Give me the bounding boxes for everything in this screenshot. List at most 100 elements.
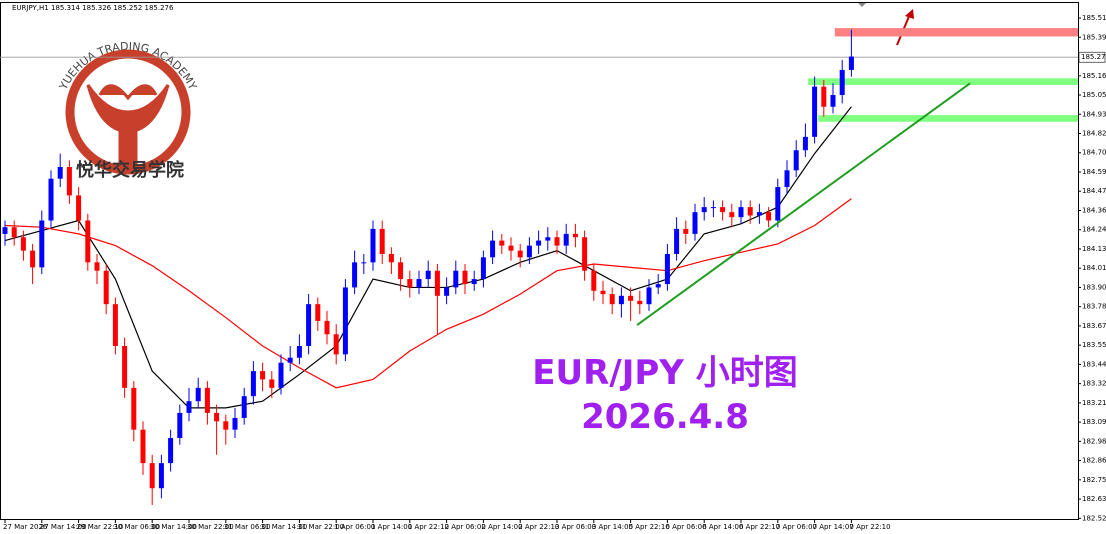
candle-body [812,86,818,137]
candle [232,407,238,439]
candle-body [315,304,321,321]
candle-body [471,279,477,285]
candle [269,371,275,398]
y-tick-label: 183.440 [1082,360,1106,368]
candle [76,187,82,231]
candle [508,237,514,261]
candle-body [2,227,8,234]
candle-body [250,371,256,397]
candle-body [269,379,275,388]
candle [20,230,26,261]
candle-body [821,86,827,107]
y-tick-label: 184.590 [1082,168,1106,176]
candle [342,279,348,362]
zone [834,28,1078,37]
candle [747,200,753,224]
candle [637,290,643,315]
candle-body [628,295,634,301]
x-tick-label: 27 Mar 2026 [3,523,48,531]
candle [738,200,744,224]
candle-body [66,166,72,196]
candle-body [784,170,790,188]
candle [775,178,781,228]
candle-body [582,237,588,271]
y-tick-label: 183.210 [1082,399,1106,407]
logo-name: 悦华交易学院 [76,159,184,181]
candle-body [103,270,109,305]
candle-body [85,220,91,263]
candle [131,381,137,442]
candle-body [480,257,486,280]
candle-body [802,136,808,151]
candle-body [241,396,247,418]
candle [471,270,477,291]
candle [526,237,532,265]
candle-body [526,245,532,258]
candle-body [232,417,238,430]
candle [444,277,450,305]
candle-body [39,220,45,268]
y-tick-label: 184.245 [1082,226,1106,234]
candle [204,381,210,425]
candle [563,223,569,254]
x-tick-label: 31 Mar 06:00 [224,523,271,531]
candle [683,220,689,244]
candle [122,337,128,398]
candle-body [94,262,100,271]
candle [609,287,615,315]
candle [149,454,155,505]
logo-ring [65,49,191,175]
y-tick-label: 184.475 [1082,187,1106,195]
candle [692,203,698,241]
candle [830,83,836,114]
x-tick-label: 29 Mar 22:10 [77,523,124,531]
candle-body [324,320,330,335]
candle [30,243,36,285]
x-tick-label: 31 Mar 14:00 [261,523,308,531]
candle-body [830,95,836,107]
candle-body [204,387,210,413]
candle [287,345,293,372]
candle-body [729,212,735,218]
logo-mark [86,84,170,167]
y-tick-label: 184.360 [1082,206,1106,214]
candle [839,59,845,104]
x-tick-label: 27 Mar 14:00 [40,523,87,531]
candle [85,213,91,271]
candle-body [342,287,348,355]
candle [701,197,707,221]
x-tick-label: 6 Apr 14:00 [702,523,743,531]
candle [674,217,680,261]
candle [453,260,459,295]
candle-body [710,207,716,209]
candle [39,210,45,275]
y-tick-label: 184.015 [1082,264,1106,272]
current-price-label: 185.276 [1081,53,1106,61]
candle-body [536,240,542,246]
candle-body [434,270,440,296]
y-tick-label: 184.935 [1082,110,1106,118]
candle-body [278,362,284,388]
x-tick-label: 1 Apr 14:00 [371,523,412,531]
candle [793,140,799,178]
candle [370,220,376,271]
x-tick-label: 30 Mar 22:00 [187,523,234,531]
candle-body [499,240,505,246]
candle-body [296,345,302,358]
moving-average [4,198,852,389]
candle-body [140,429,146,464]
candle-body [747,207,753,216]
candle-body [333,334,339,355]
candle [582,230,588,281]
candle-body [720,207,726,213]
y-tick-label: 184.705 [1082,149,1106,157]
candle [802,123,808,157]
candle-body [30,250,36,268]
candle [296,334,302,365]
candle-body [554,237,560,246]
candle [112,297,118,355]
candle [48,170,54,228]
candle-body [618,295,624,305]
candle-body [508,245,514,251]
candle-body [223,421,229,430]
